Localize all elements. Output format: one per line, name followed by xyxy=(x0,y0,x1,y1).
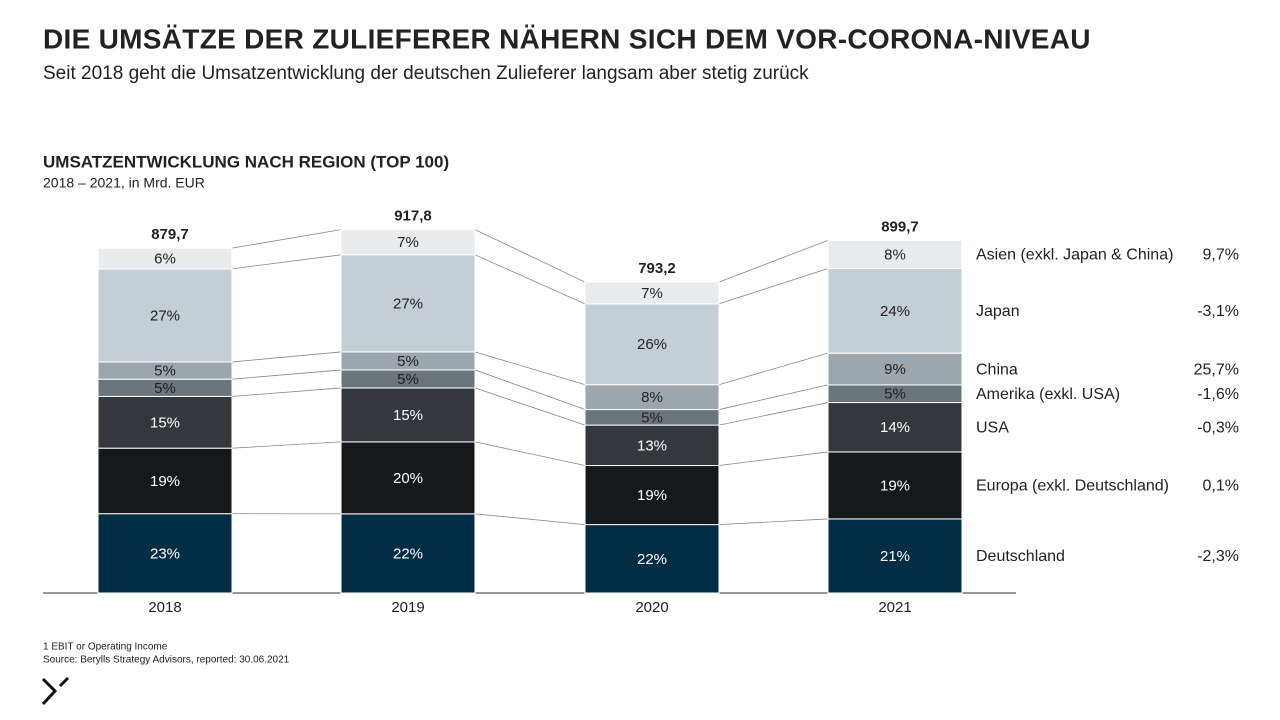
legend-label: China xyxy=(976,361,1018,378)
bar-segment xyxy=(584,465,720,526)
page-subtitle: Seit 2018 geht die Umsatzentwicklung der… xyxy=(43,63,809,84)
segment-label: 6% xyxy=(154,250,176,267)
change-label: -3,1% xyxy=(1197,303,1239,320)
chart-title: UMSATZENTWICKLUNG NACH REGION (TOP 100) xyxy=(43,152,449,171)
connector xyxy=(718,384,829,410)
bar-segment xyxy=(584,281,720,305)
change-label: 25,7% xyxy=(1194,361,1239,378)
connector xyxy=(474,441,586,466)
chart-subtitle: 2018 – 2021, in Mrd. EUR xyxy=(43,175,205,191)
connector xyxy=(474,387,586,426)
segment-label: 8% xyxy=(641,389,663,406)
bar-segment xyxy=(584,424,720,467)
footnote: Source: Berylls Strategy Advisors, repor… xyxy=(43,655,290,666)
total-label: 899,7 xyxy=(881,218,919,235)
total-label: 879,7 xyxy=(151,226,189,243)
footnote: 1 EBIT or Operating Income xyxy=(43,642,168,653)
connector xyxy=(718,352,829,386)
legend-label: Amerika (exkl. USA) xyxy=(976,386,1120,403)
connector xyxy=(474,229,586,283)
bar-segment xyxy=(584,303,720,386)
segment-label: 5% xyxy=(154,380,176,397)
segment-label: 5% xyxy=(397,371,419,388)
bar-segment xyxy=(97,395,233,449)
connector xyxy=(718,451,829,466)
connector xyxy=(231,387,342,397)
legend-label: Deutschland xyxy=(976,548,1065,565)
x-tick-label: 2021 xyxy=(878,599,911,616)
x-tick-label: 2018 xyxy=(148,599,181,616)
segment-label: 21% xyxy=(880,548,910,565)
logo xyxy=(41,676,70,706)
bar-segment xyxy=(827,268,963,354)
legend-label: Europa (exkl. Deutschland) xyxy=(976,478,1169,495)
segment-label: 8% xyxy=(884,246,906,263)
connector xyxy=(231,351,342,363)
connector xyxy=(718,239,829,283)
segment-label: 22% xyxy=(637,551,667,568)
bar-segment xyxy=(340,229,476,256)
segment-label: 15% xyxy=(150,414,180,431)
segment-label: 20% xyxy=(393,470,423,487)
change-label: -2,3% xyxy=(1197,548,1239,565)
connector xyxy=(231,369,342,380)
segment-label: 5% xyxy=(884,386,906,403)
bar-segment xyxy=(827,239,963,270)
bar-segment xyxy=(340,387,476,443)
bar-segment xyxy=(827,451,963,520)
connector xyxy=(718,402,829,426)
segment-label: 19% xyxy=(880,477,910,494)
page-title: DIE UMSÄTZE DER ZULIEFERER NÄHERN SICH D… xyxy=(43,23,1091,54)
bar-segment xyxy=(97,268,233,363)
bar-segment xyxy=(584,524,720,594)
connector xyxy=(474,513,586,525)
bar-segment xyxy=(97,513,233,594)
bar-segment xyxy=(97,247,233,270)
segment-label: 7% xyxy=(641,285,663,302)
connector xyxy=(718,518,829,525)
segment-label: 13% xyxy=(637,437,667,454)
total-label: 917,8 xyxy=(394,208,432,225)
segment-label: 23% xyxy=(150,545,180,562)
change-label: 9,7% xyxy=(1203,247,1239,264)
legend-label: USA xyxy=(976,419,1009,436)
segment-label: 5% xyxy=(641,409,663,426)
connector xyxy=(474,254,586,305)
connector xyxy=(718,268,829,305)
x-tick-label: 2019 xyxy=(391,599,424,616)
segment-label: 9% xyxy=(884,361,906,378)
legend-label: Japan xyxy=(976,303,1020,320)
bar-segment xyxy=(827,518,963,594)
change-label: -1,6% xyxy=(1197,386,1239,403)
segment-label: 14% xyxy=(880,419,910,436)
segment-label: 24% xyxy=(880,303,910,320)
legend-label: Asien (exkl. Japan & China) xyxy=(976,247,1173,264)
connector xyxy=(231,229,342,249)
segment-label: 27% xyxy=(393,295,423,312)
bar-segment xyxy=(827,402,963,453)
segment-label: 5% xyxy=(154,363,176,380)
change-label: 0,1% xyxy=(1203,478,1239,495)
total-label: 793,2 xyxy=(638,260,676,277)
segment-label: 27% xyxy=(150,307,180,324)
change-label: -0,3% xyxy=(1197,419,1239,436)
segment-label: 7% xyxy=(397,234,419,251)
bar-segment xyxy=(340,254,476,353)
x-tick-label: 2020 xyxy=(635,599,668,616)
bar-segment xyxy=(340,441,476,515)
connector xyxy=(474,351,586,386)
segment-label: 22% xyxy=(393,545,423,562)
bar-segment xyxy=(340,513,476,594)
connector xyxy=(231,441,342,449)
segment-label: 19% xyxy=(637,487,667,504)
segment-label: 19% xyxy=(150,473,180,490)
segment-label: 15% xyxy=(393,407,423,424)
segment-label: 26% xyxy=(637,336,667,353)
segment-label: 5% xyxy=(397,353,419,370)
connector xyxy=(474,369,586,410)
connector xyxy=(231,254,342,270)
